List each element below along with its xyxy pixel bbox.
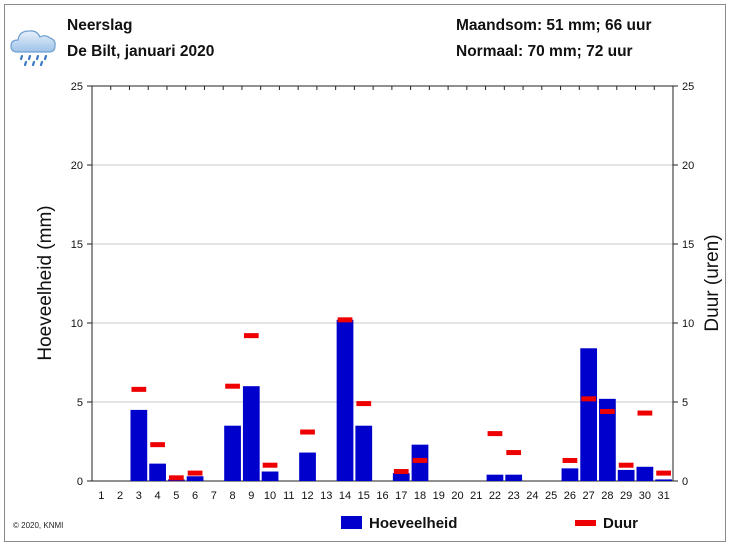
x-tick-label: 27	[583, 490, 595, 502]
dash-duur	[262, 462, 278, 468]
rain-cloud-icon	[10, 30, 56, 67]
x-tick-label: 21	[470, 490, 482, 502]
y-tick-label-right: 15	[682, 239, 694, 251]
y-axis-title-left: Hoeveelheid (mm)	[35, 205, 56, 360]
bar-hoeveelheid	[336, 319, 354, 481]
x-tick-label: 5	[173, 490, 179, 502]
y-tick-label-left: 20	[71, 160, 83, 172]
x-tick-label: 8	[230, 490, 236, 502]
x-tick-label: 9	[248, 490, 254, 502]
x-tick-label: 15	[358, 490, 370, 502]
chart-subtitle: De Bilt, januari 2020	[67, 43, 215, 60]
x-tick-label: 6	[192, 490, 198, 502]
plot-area	[91, 85, 674, 482]
dash-duur	[581, 396, 597, 402]
bar-hoeveelheid	[392, 473, 410, 481]
y-axis-title-right: Duur (uren)	[702, 234, 723, 331]
x-tick-label: 10	[264, 490, 276, 502]
copyright: © 2020, KNMI	[13, 521, 64, 530]
dash-duur	[337, 317, 353, 323]
dash-duur	[487, 431, 503, 437]
y-tick-label-right: 25	[682, 81, 694, 93]
x-tick-label: 11	[283, 490, 294, 502]
y-tick-label-right: 20	[682, 160, 694, 172]
x-tick-label: 14	[339, 490, 351, 502]
dash-duur	[412, 457, 428, 463]
y-tick-label-right: 10	[682, 318, 694, 330]
dash-duur	[187, 470, 203, 476]
bar-hoeveelheid	[355, 425, 373, 481]
x-tick-label: 4	[155, 490, 161, 502]
legend-swatch-hoeveelheid	[341, 516, 362, 529]
bar-hoeveelheid	[505, 474, 523, 481]
bar-hoeveelheid	[130, 409, 148, 481]
dash-duur	[562, 457, 578, 463]
x-tick-label: 24	[526, 490, 538, 502]
bar-hoeveelheid	[261, 471, 279, 481]
dash-duur	[300, 429, 315, 435]
x-tick-label: 2	[117, 490, 123, 502]
x-tick-label: 28	[601, 490, 613, 502]
bar-hoeveelheid	[561, 468, 579, 481]
x-tick-label: 22	[489, 490, 501, 502]
x-tick-label: 23	[508, 490, 520, 502]
x-tick-label: 25	[545, 490, 557, 502]
bar-hoeveelheid	[580, 348, 598, 481]
x-tick-label: 7	[211, 490, 217, 502]
dash-duur	[393, 469, 409, 475]
y-tick-label-left: 5	[77, 397, 83, 409]
x-tick-label: 13	[320, 490, 332, 502]
bar-hoeveelheid	[636, 466, 654, 481]
bar-hoeveelheid	[655, 479, 672, 481]
dash-duur	[131, 386, 147, 392]
dash-duur	[600, 408, 615, 414]
bar-hoeveelheid	[224, 425, 241, 481]
legend-label-hoeveelheid: Hoeveelheid	[369, 515, 457, 532]
chart-title: Neerslag	[67, 17, 133, 34]
x-tick-label: 12	[301, 490, 313, 502]
bar-hoeveelheid	[242, 386, 260, 481]
x-tick-label: 30	[639, 490, 651, 502]
bar-hoeveelheid	[186, 476, 204, 481]
x-tick-label: 3	[136, 490, 142, 502]
y-tick-label-left: 0	[77, 476, 83, 488]
bar-hoeveelheid	[599, 398, 616, 481]
dash-duur	[656, 470, 671, 476]
dash-duur	[637, 410, 653, 416]
x-tick-label: 29	[620, 490, 632, 502]
y-tick-label-left: 10	[71, 318, 83, 330]
bar-hoeveelheid	[299, 452, 316, 481]
dash-duur	[356, 401, 372, 407]
normal-values: Normaal: 70 mm; 72 uur	[456, 43, 633, 60]
dash-duur	[225, 383, 240, 389]
x-tick-label: 18	[414, 490, 426, 502]
dash-duur	[506, 450, 522, 456]
dash-duur	[618, 462, 634, 468]
dash-duur	[168, 475, 184, 481]
bar-hoeveelheid	[617, 469, 635, 481]
x-tick-label: 17	[395, 490, 407, 502]
y-tick-label-right: 5	[682, 397, 688, 409]
legend-swatch-duur	[575, 520, 596, 526]
dash-duur	[150, 442, 165, 448]
x-tick-label: 1	[98, 490, 104, 502]
legend-label-duur: Duur	[603, 515, 638, 532]
x-tick-label: 31	[658, 490, 670, 502]
x-tick-label: 16	[376, 490, 388, 502]
y-tick-label-left: 25	[71, 81, 83, 93]
bar-hoeveelheid	[149, 463, 166, 481]
x-tick-label: 20	[451, 490, 463, 502]
dash-duur	[243, 333, 259, 339]
bar-hoeveelheid	[486, 474, 504, 481]
y-tick-label-right: 0	[682, 476, 688, 488]
x-tick-label: 19	[433, 490, 445, 502]
x-tick-label: 26	[564, 490, 576, 502]
monthly-total: Maandsom: 51 mm; 66 uur	[456, 17, 652, 34]
y-tick-label-left: 15	[71, 239, 83, 251]
